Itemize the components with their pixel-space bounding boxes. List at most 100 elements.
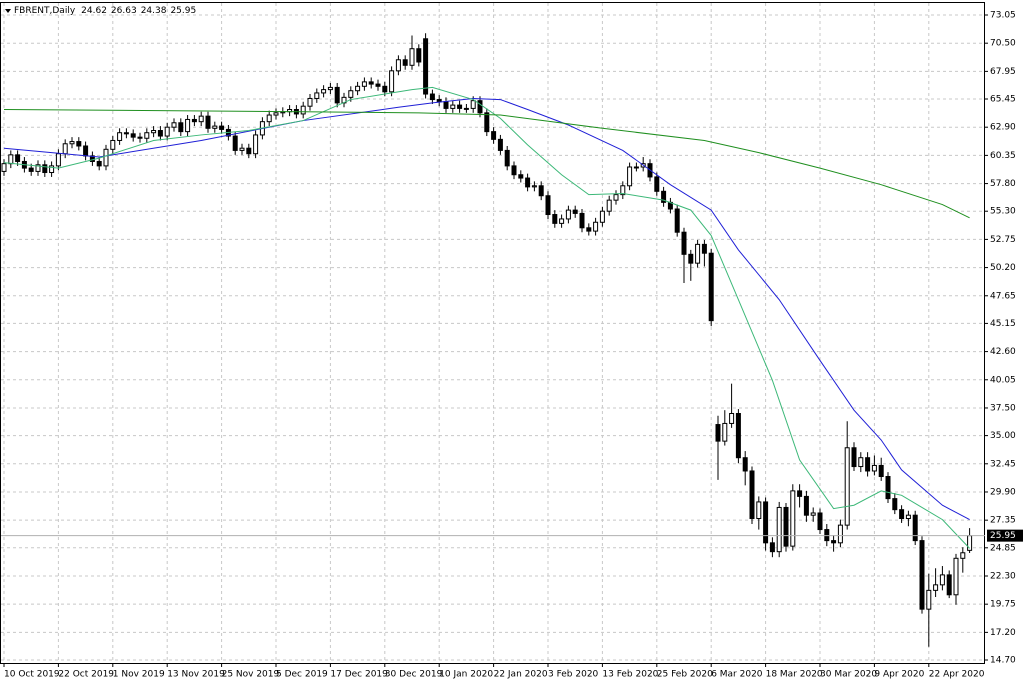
candle-body: [232, 135, 238, 151]
y-tick-label: 57.80: [990, 179, 1016, 189]
candle-body: [844, 447, 850, 526]
candle-body: [463, 107, 469, 110]
candle-body: [450, 104, 456, 109]
candle-body: [219, 125, 225, 130]
x-tick-label: 25 Nov 2019: [222, 670, 280, 680]
candle-body: [817, 512, 823, 531]
candle-body: [871, 464, 877, 472]
x-tick-label: 30 Mar 2020: [820, 670, 877, 680]
candle-body: [654, 176, 660, 192]
candle-body: [926, 589, 932, 610]
candle-body: [565, 209, 571, 220]
y-tick-label: 70.50: [990, 39, 1016, 49]
candle-body: [661, 190, 667, 203]
candle-body: [865, 457, 871, 472]
symbol: FBRENT,Daily: [14, 6, 76, 16]
candle-body: [368, 81, 374, 85]
y-tick-label: 14.70: [990, 656, 1016, 666]
candle-body: [824, 529, 830, 542]
candle-body: [103, 148, 109, 167]
x-tick-label: 22 Jan 2020: [494, 670, 548, 680]
x-tick-label: 22 Oct 2019: [58, 670, 114, 680]
candle-body: [457, 104, 463, 109]
y-tick-label: 17.20: [990, 628, 1016, 638]
header-open: 24.62: [81, 6, 107, 16]
candle-body: [749, 470, 755, 520]
candle-body: [491, 131, 497, 140]
candle-body: [477, 100, 483, 114]
y-tick-label: 65.45: [990, 95, 1016, 105]
y-tick-label: 40.05: [990, 375, 1016, 385]
candle-body: [429, 93, 435, 101]
candle-body: [885, 476, 891, 500]
price-label: 25.95: [990, 531, 1016, 541]
candle-body: [531, 185, 537, 188]
x-tick-label: 10 Jan 2020: [439, 670, 493, 680]
candle-body: [62, 143, 68, 155]
candle-body: [756, 501, 762, 520]
x-tick-label: 22 Apr 2020: [929, 670, 985, 680]
y-tick-label: 37.50: [990, 403, 1016, 413]
x-tick-label: 18 Mar 2020: [766, 670, 823, 680]
candle-body: [266, 114, 272, 123]
header: FBRENT,Daily 24.62 26.63 24.38 25.95: [14, 6, 196, 16]
plot: [1, 33, 973, 647]
candle-body: [212, 125, 218, 129]
candle-body: [599, 210, 605, 223]
candle-body: [912, 514, 918, 542]
x-tick-label: 30 Dec 2019: [385, 670, 443, 680]
y-tick-label: 62.90: [990, 123, 1016, 133]
moving-average: [3, 97, 970, 521]
candle-body: [518, 174, 524, 179]
candle-body: [239, 147, 245, 151]
candle-body: [735, 412, 741, 459]
candle-body: [831, 540, 837, 544]
candle-body: [525, 177, 531, 188]
candle-body: [49, 165, 55, 174]
candle-body: [484, 112, 490, 133]
candle-body: [586, 227, 592, 232]
candle-body: [355, 85, 361, 92]
x-tick-label: 9 Apr 2020: [874, 670, 924, 680]
x-tick-label: 10 Oct 2019: [4, 670, 60, 680]
candle-body: [117, 132, 123, 141]
candle-body: [416, 48, 422, 63]
candle-body: [423, 38, 429, 95]
y-tick-label: 22.30: [990, 571, 1016, 581]
candle-body: [579, 212, 585, 229]
x-tick-label: 17 Dec 2019: [330, 670, 388, 680]
candle-body: [137, 136, 143, 139]
y-tick-label: 50.20: [990, 263, 1016, 273]
candle-body: [572, 209, 578, 214]
candle-body: [130, 133, 136, 138]
candle-body: [76, 141, 82, 147]
header-arrow: [5, 9, 11, 13]
header-close: 25.95: [170, 6, 196, 16]
candle-body: [35, 164, 41, 172]
candle-body: [722, 422, 728, 442]
y-tick-label: 55.30: [990, 207, 1016, 217]
candle-body: [253, 134, 259, 155]
candle-body: [620, 185, 626, 196]
candle-body: [674, 208, 680, 233]
candle-body: [688, 253, 694, 264]
candle-body: [559, 218, 565, 224]
candle-body: [783, 506, 789, 547]
candle-body: [246, 147, 252, 155]
candle-body: [327, 86, 333, 91]
candle-body: [593, 221, 599, 232]
candle-body: [708, 252, 714, 322]
candle-body: [858, 457, 864, 468]
y-tick-label: 24.85: [990, 543, 1016, 553]
x-tick-label: 5 Dec 2019: [276, 670, 328, 680]
x-tick-label: 6 Mar 2020: [711, 670, 763, 680]
y-tick-label: 60.35: [990, 151, 1016, 161]
candle-body: [511, 165, 517, 176]
candle-body: [790, 490, 796, 547]
candle-body: [191, 118, 197, 123]
candle-body: [769, 542, 775, 553]
x-tick-label: 25 Feb 2020: [657, 670, 713, 680]
candle-body: [797, 490, 803, 497]
plot-frame: [0, 2, 985, 664]
